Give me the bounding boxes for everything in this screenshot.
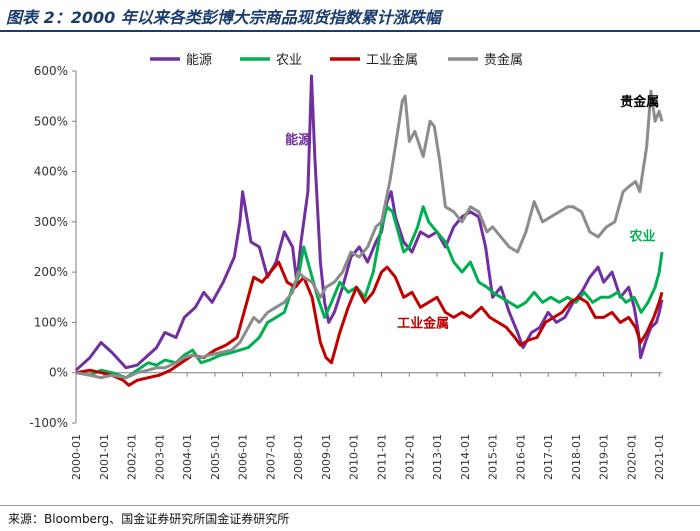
source-note: 来源：Bloomberg、国金证券研究所国金证券研究所 (8, 512, 290, 526)
annotation-工业金属: 工业金属 (397, 315, 449, 331)
x-tick-label: 2020-01 (625, 434, 638, 480)
legend-label-能源: 能源 (186, 53, 212, 68)
x-tick-label: 2001-01 (98, 434, 111, 480)
x-tick-label: 2012-01 (403, 434, 416, 480)
source-divider (0, 505, 700, 506)
x-tick-label: 2011-01 (375, 434, 388, 480)
chart-svg: -100% 0% 100% 200% 300% 400% 500% 600% 2000-01 20… (29, 52, 666, 480)
y-tick-label: 0% (49, 366, 68, 380)
y-tick-label: 300% (34, 215, 68, 229)
x-tick-label: 2006-01 (237, 434, 250, 480)
legend-label-工业金属: 工业金属 (366, 52, 418, 68)
title-underline (0, 30, 700, 32)
x-tick-label: 2002-01 (126, 434, 139, 480)
x-tick-label: 2014-01 (459, 434, 472, 480)
x-tick-label: 2016-01 (514, 434, 527, 480)
annotation-农业: 农业 (629, 228, 656, 244)
annotation-能源: 能源 (285, 132, 311, 148)
series-line-农业 (75, 205, 664, 380)
x-tick-label: 2017-01 (542, 434, 555, 480)
x-tick-label: 2021-01 (653, 434, 666, 480)
x-tick-label: 2007-01 (264, 434, 277, 480)
x-tick-label: 2004-01 (181, 434, 194, 480)
x-tick-label: 2008-01 (292, 434, 305, 480)
series-line-贵金属 (75, 89, 664, 380)
y-tick-label: 500% (34, 114, 68, 128)
y-tick-label: 200% (34, 265, 68, 279)
x-tick-label: 2013-01 (431, 434, 444, 480)
chart-title: 图表 2：2000 年以来各类彭博大宗商品现货指数累计涨跌幅 (6, 8, 441, 27)
y-tick-label: 400% (34, 165, 68, 179)
x-tick-label: 2015-01 (487, 434, 500, 480)
legend-label-农业: 农业 (276, 53, 302, 68)
legend-label-贵金属: 贵金属 (484, 52, 523, 68)
series-line-能源 (74, 74, 664, 372)
x-tick-label: 2003-01 (153, 434, 166, 480)
x-tick-label: 2005-01 (209, 434, 222, 480)
x-tick-label: 2010-01 (348, 434, 361, 480)
y-tick-label: 600% (34, 64, 68, 78)
x-tick-label: 2000-01 (70, 434, 83, 480)
x-tick-label: 2019-01 (598, 434, 611, 480)
y-tick-label: -100% (29, 416, 68, 430)
y-tick-label: 100% (34, 315, 68, 329)
x-tick-label: 2018-01 (570, 434, 583, 480)
x-tick-label: 2009-01 (320, 434, 333, 480)
annotation-贵金属: 贵金属 (620, 94, 659, 110)
